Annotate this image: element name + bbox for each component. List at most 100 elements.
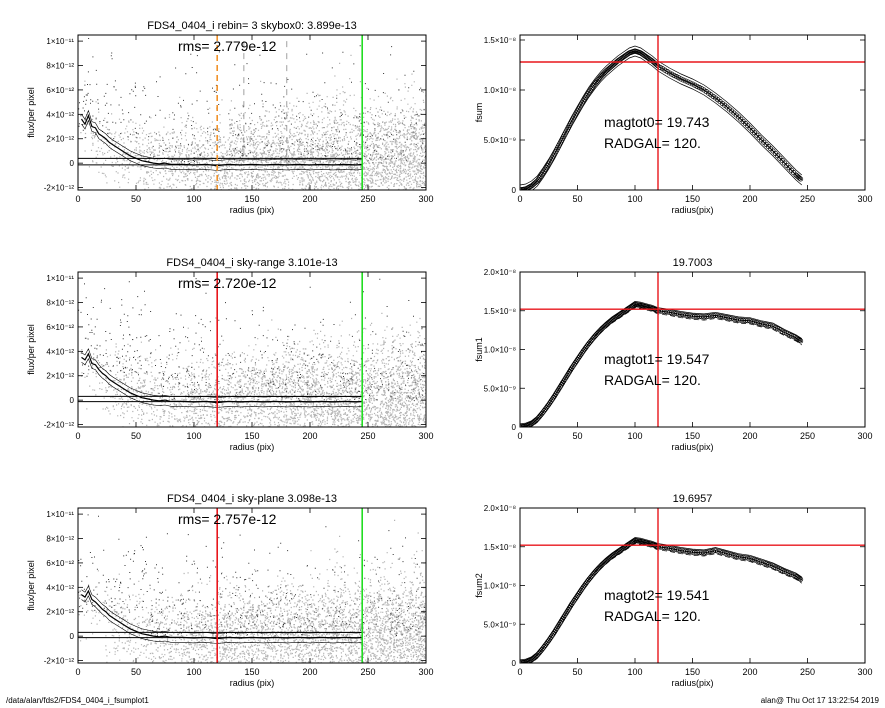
curve-point (706, 549, 712, 555)
scatter-points-dark (78, 38, 426, 165)
x-tick-label: 50 (131, 667, 141, 677)
y-tick-label: 8×10⁻¹² (46, 299, 74, 308)
curve-point (779, 567, 785, 574)
curve-point (786, 332, 792, 338)
curve-point (749, 556, 755, 562)
curve-point (765, 322, 771, 328)
curve-point (777, 566, 783, 572)
x-tick-label: 150 (244, 194, 259, 204)
x-tick-label: 250 (360, 667, 375, 677)
curve-markers (520, 48, 804, 190)
rms-annotation: rms= 2.757e-12 (178, 511, 277, 527)
plot-frame (519, 34, 866, 191)
x-tick-label: 150 (244, 431, 259, 441)
panel-3: magtot1= 19.547 RADGAL= 120. 0 50 100 150 200 2… (474, 257, 873, 452)
panel-2: rms= 2.720e-12 0 50 100 150 200 250 300 -2×10⁻¹²… (26, 257, 434, 452)
x-tick-label: 300 (418, 194, 433, 204)
curve-point (719, 549, 725, 556)
y-tick-label: 6×10⁻¹² (46, 323, 74, 332)
y-tick-label: -2×10⁻¹² (44, 184, 75, 193)
y-tick-label: 0 (70, 159, 75, 168)
curve-point (786, 570, 792, 576)
curve-markers (520, 301, 804, 427)
y-tick-label: 0 (512, 423, 517, 432)
curve-point (666, 545, 673, 551)
x-tick-label: 50 (572, 194, 582, 204)
curve-point (761, 321, 767, 327)
x-tick-label: 200 (302, 194, 317, 204)
scatter-points (80, 54, 426, 190)
curve-point (758, 559, 765, 565)
curve-point (669, 310, 675, 316)
y-tick-label: 8×10⁻¹² (46, 62, 74, 71)
curve-point (701, 550, 707, 556)
profile-line (81, 352, 363, 404)
y-tick-label: 5.0×10⁻⁹ (484, 136, 516, 145)
x-tick-label: 0 (517, 431, 522, 441)
curve-point (798, 176, 804, 182)
y-tick-label: 2×10⁻¹² (46, 608, 74, 617)
x-tick-label: 250 (360, 194, 375, 204)
profile-upper (81, 585, 363, 635)
y-tick-label: 1×10⁻¹¹ (46, 274, 74, 283)
x-tick-label: 300 (418, 431, 433, 441)
envelope-lower (530, 307, 802, 427)
curve-point (666, 309, 673, 315)
chart-title: FDS4_0404_i sky-plane 3.098e-13 (167, 493, 337, 505)
y-tick-label: 2×10⁻¹² (46, 135, 74, 144)
profile-upper (81, 348, 363, 399)
x-tick-label: 200 (302, 667, 317, 677)
rms-annotation: rms= 2.720e-12 (178, 275, 277, 291)
curve-point (768, 562, 774, 568)
y-tick-label: 5.0×10⁻⁹ (484, 620, 516, 629)
x-tick-label: 150 (244, 667, 259, 677)
y-axis-label: flux/per pixel (26, 324, 36, 375)
panel-1: magtot0= 19.743 RADGAL= 120. 0 50 100 150 200 2… (474, 34, 873, 215)
magtot-label: magtot1= 19.547 (604, 351, 710, 367)
curve-point (539, 172, 545, 178)
y-tick-label: -2×10⁻¹² (44, 421, 75, 430)
curve-point (717, 313, 723, 319)
curve-point (752, 557, 758, 563)
curve-point (772, 564, 778, 570)
curve-point (781, 568, 788, 575)
y-tick-label: 4×10⁻¹² (46, 347, 74, 356)
chart-title: FDS4_0404_i sky-range 3.101e-13 (166, 257, 337, 269)
curve-point (719, 314, 725, 320)
y-tick-label: 0 (70, 396, 75, 405)
curve-point (724, 551, 730, 557)
panel-0: rms= 2.779e-12 0 50 100 150 200 250 300 -2×10⁻¹²… (26, 20, 434, 215)
curve-point (685, 79, 691, 85)
curve-point (673, 547, 679, 553)
envelope-upper (520, 301, 802, 425)
y-tick-label: 1.5×10⁻⁸ (484, 36, 516, 45)
x-tick-label: 150 (685, 431, 700, 441)
curve-point (749, 318, 755, 324)
x-tick-label: 250 (800, 431, 815, 441)
x-tick-label: 300 (857, 667, 872, 677)
curve-point (673, 311, 679, 317)
x-tick-label: 100 (627, 431, 642, 441)
plot-frame (519, 507, 866, 664)
curve-point (796, 175, 803, 181)
plot-frame (77, 271, 427, 428)
plot-area (78, 272, 426, 427)
y-tick-label: 1.5×10⁻⁸ (484, 307, 516, 316)
curve-point (781, 329, 788, 336)
rms-annotation: rms= 2.779e-12 (178, 38, 277, 54)
curve-point (796, 575, 803, 582)
curve-point (747, 555, 753, 561)
profile-lower (81, 119, 363, 171)
curve-point (756, 320, 762, 326)
profile-lower (81, 595, 363, 644)
x-tick-label: 150 (685, 194, 700, 204)
radgal-label: RADGAL= 120. (604, 608, 701, 624)
scatter-cloud (78, 278, 426, 427)
curve-point (669, 546, 675, 552)
x-tick-label: 100 (186, 431, 201, 441)
curve-point (733, 553, 739, 559)
curve-point (683, 78, 689, 84)
y-tick-label: 2.0×10⁻⁸ (484, 504, 516, 513)
curve-point (715, 313, 721, 319)
x-tick-label: 50 (131, 194, 141, 204)
